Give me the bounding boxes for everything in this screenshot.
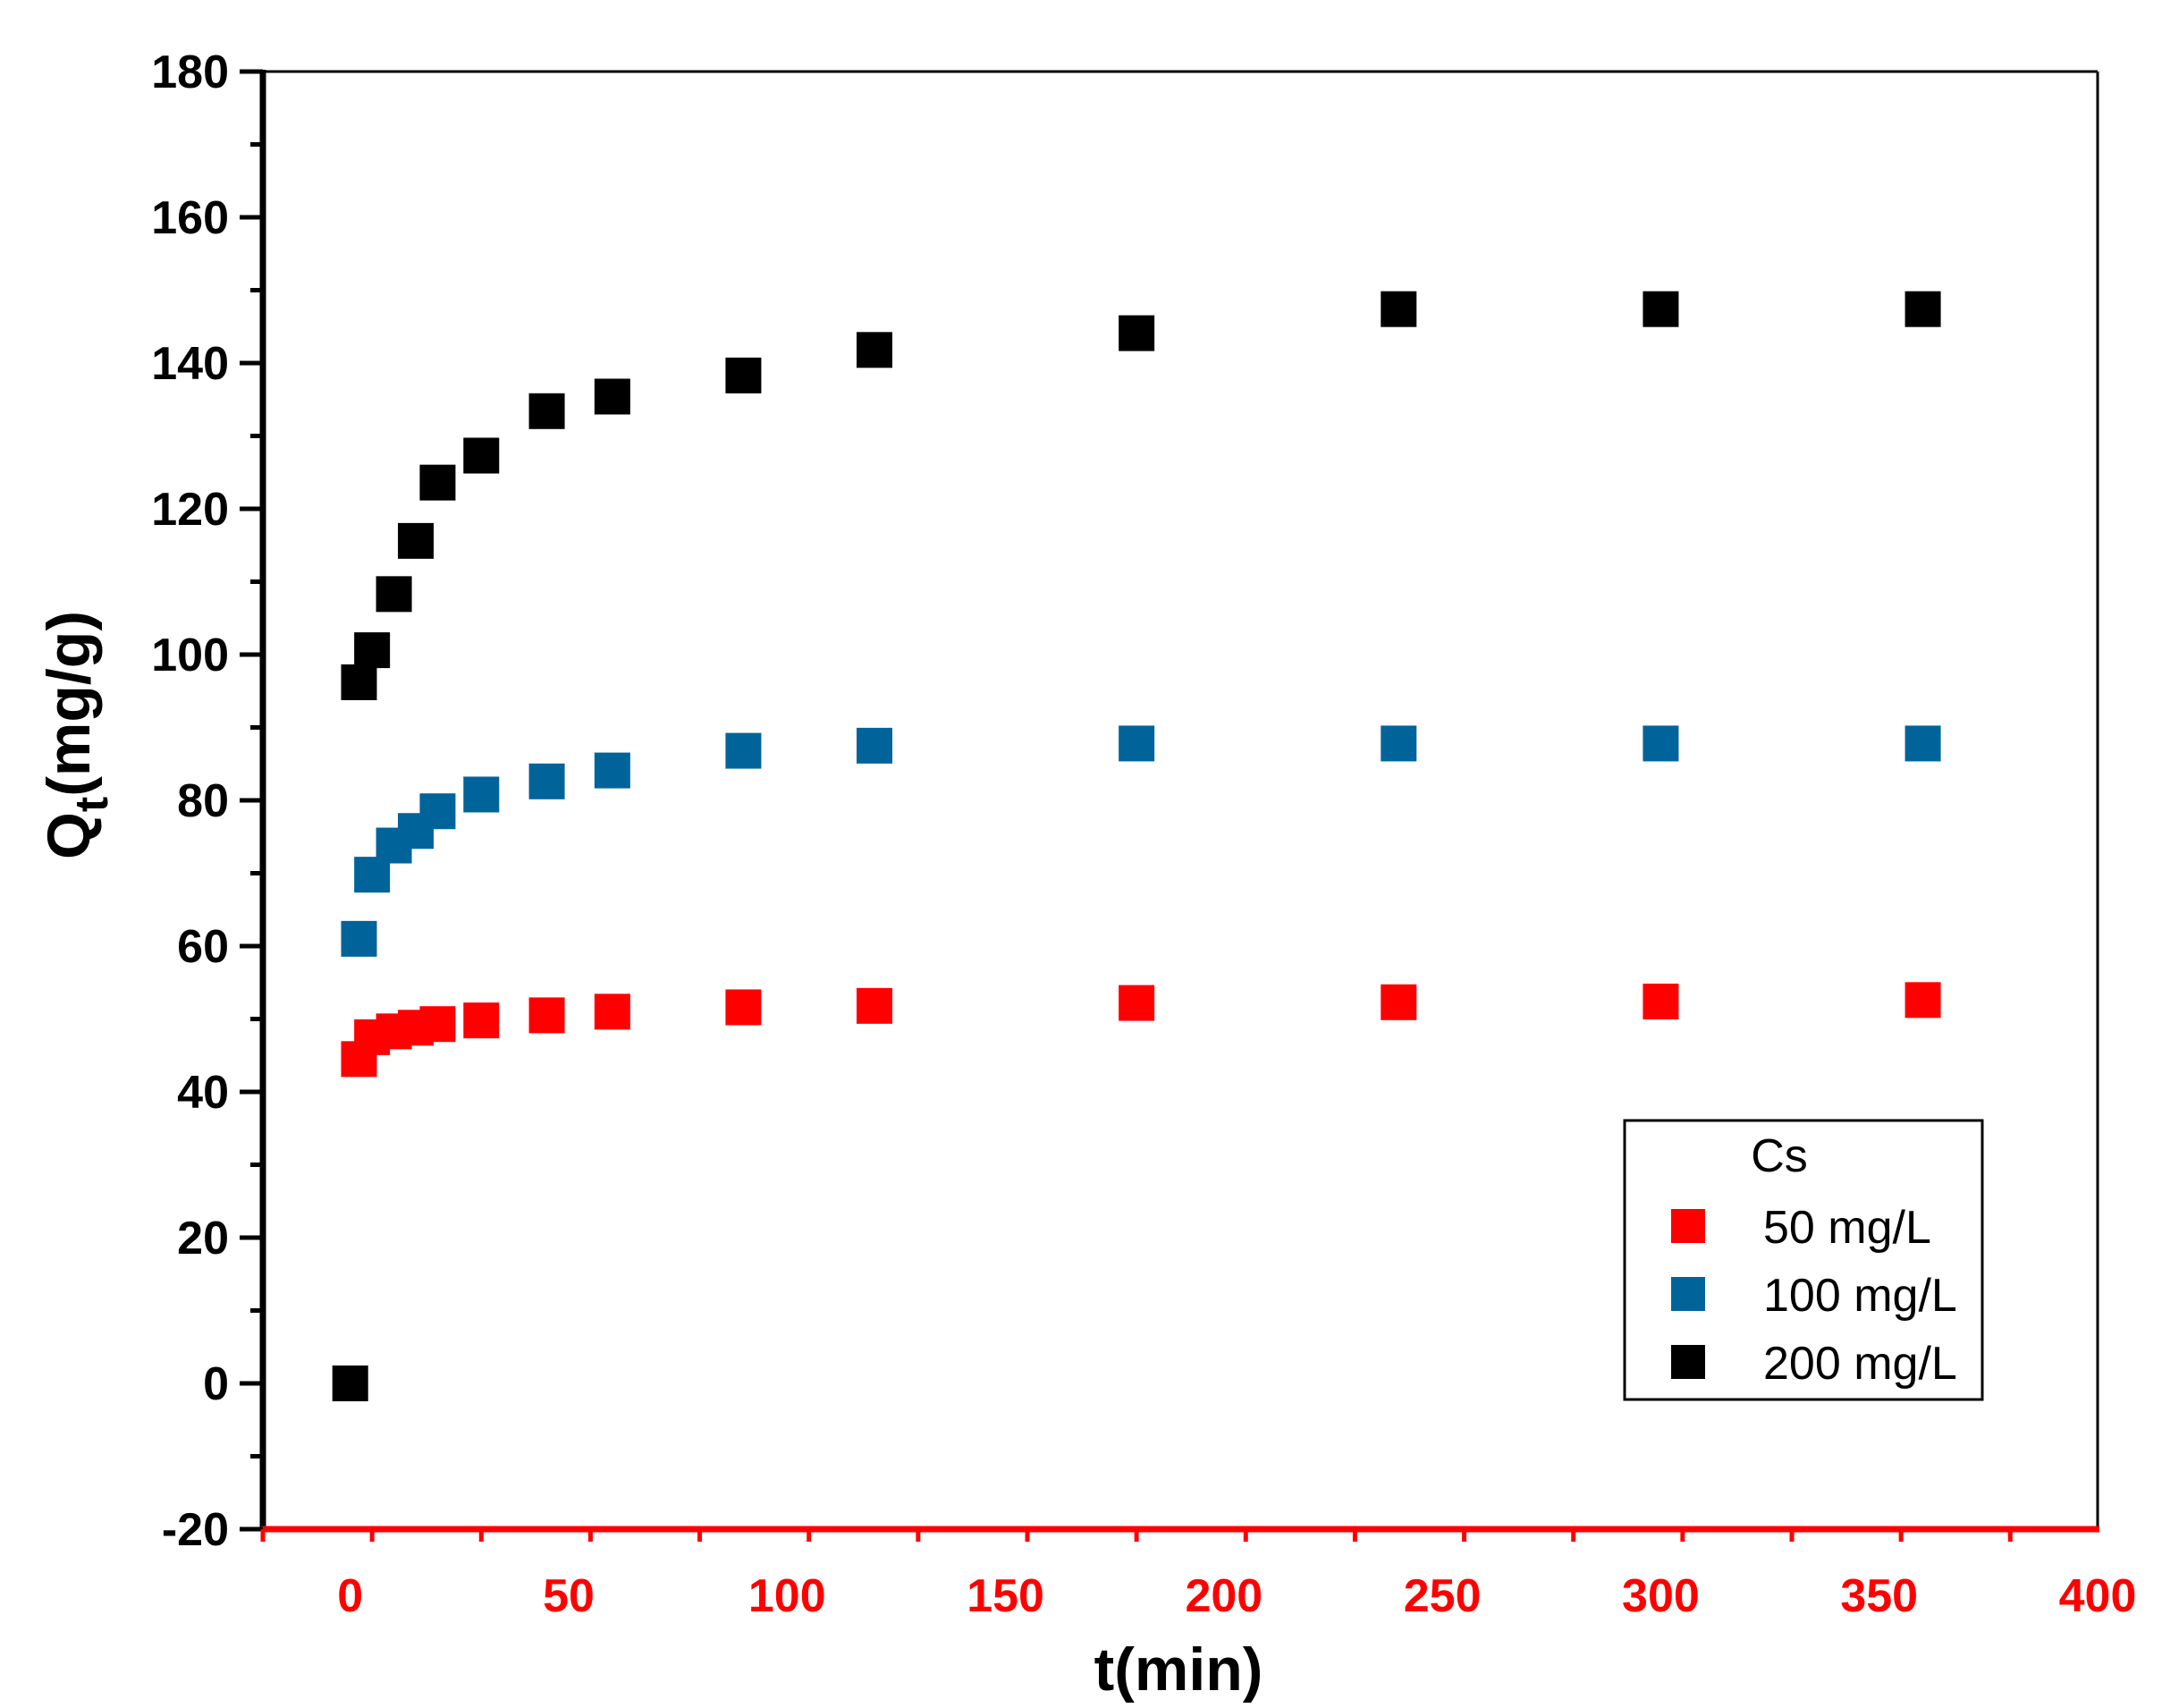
series-50-mg-l <box>341 982 1941 1078</box>
legend-label-200: 200 mg/L <box>1763 1338 1957 1390</box>
legend-label-100: 100 mg/L <box>1763 1270 1957 1322</box>
tick-labels: -20 0 20 40 60 80 100 120 140 160 180 0 50 100 150 200 2… <box>151 47 2136 1622</box>
data-point <box>463 1002 500 1039</box>
legend-swatch-100 <box>1671 1277 1705 1311</box>
data-point <box>528 763 565 799</box>
y-tick-label: 140 <box>151 338 229 390</box>
y-axis-title: Qt(mg/g) <box>35 611 118 859</box>
data-point <box>594 378 630 415</box>
x-tick-label: 200 <box>1185 1570 1263 1622</box>
x-axis-title: t(min) <box>1094 1636 1263 1704</box>
series-200-mg-l <box>332 291 1941 1401</box>
axis-ticks <box>240 69 2013 1542</box>
data-point <box>1381 984 1417 1020</box>
data-point <box>1643 291 1679 327</box>
x-tick-label: 50 <box>543 1570 595 1622</box>
data-point <box>725 732 762 769</box>
data-point <box>857 727 892 764</box>
y-tick-label: 80 <box>177 775 229 827</box>
y-tick-label: 60 <box>177 921 229 973</box>
legend-swatch-50 <box>1671 1209 1705 1243</box>
data-point <box>1381 725 1417 762</box>
data-point <box>594 994 630 1030</box>
y-tick-label: 20 <box>177 1213 229 1264</box>
data-point <box>1904 291 1941 327</box>
data-point <box>528 393 565 429</box>
x-tick-label: 300 <box>1622 1570 1700 1622</box>
data-point <box>1119 315 1155 351</box>
y-tick-label: 40 <box>177 1067 229 1119</box>
data-point <box>1381 291 1417 327</box>
data-point <box>594 752 630 789</box>
x-tick-label: 0 <box>337 1570 363 1622</box>
data-point <box>332 1366 368 1401</box>
data-point <box>1119 985 1155 1021</box>
data-point <box>857 987 892 1024</box>
data-point <box>463 437 500 474</box>
y-axis-title-rest: (mg/g) <box>35 611 103 797</box>
y-tick-label: 120 <box>151 484 229 536</box>
x-tick-label: 250 <box>1404 1570 1482 1622</box>
data-point <box>341 664 377 700</box>
data-point <box>398 522 434 559</box>
data-point <box>1643 725 1679 762</box>
series-100-mg-l <box>341 725 1941 957</box>
y-tick-label: 100 <box>151 630 229 681</box>
data-point <box>419 1006 456 1043</box>
data-point <box>419 464 456 501</box>
data-point <box>725 357 762 393</box>
data-point <box>1643 983 1679 1019</box>
data-point <box>354 632 391 669</box>
y-tick-label: 160 <box>151 192 229 244</box>
data-point <box>1904 982 1941 1019</box>
x-tick-label: 100 <box>748 1570 826 1622</box>
x-tick-label: 350 <box>1840 1570 1918 1622</box>
x-tick-label: 400 <box>2059 1570 2137 1622</box>
legend-swatch-200 <box>1671 1345 1705 1379</box>
y-tick-label: -20 <box>162 1504 229 1556</box>
data-markers <box>332 291 1941 1401</box>
data-point <box>1119 725 1155 762</box>
data-point <box>857 332 892 368</box>
data-point <box>725 989 762 1026</box>
x-tick-label: 150 <box>967 1570 1044 1622</box>
data-point <box>1904 725 1941 762</box>
data-point <box>528 997 565 1034</box>
y-axis-title-subscript: t <box>66 797 118 812</box>
y-tick-label: 180 <box>151 47 229 98</box>
data-point <box>341 920 377 957</box>
legend-label-50: 50 mg/L <box>1763 1202 1931 1254</box>
data-point <box>376 576 412 613</box>
y-tick-label: 0 <box>203 1358 229 1410</box>
data-point <box>463 776 500 813</box>
legend: Cs 50 mg/L 100 mg/L 200 mg/L <box>1623 1119 1984 1401</box>
data-point <box>419 793 456 830</box>
legend-title: Cs <box>1751 1130 1808 1182</box>
y-axis-title-main: Q <box>35 812 103 859</box>
